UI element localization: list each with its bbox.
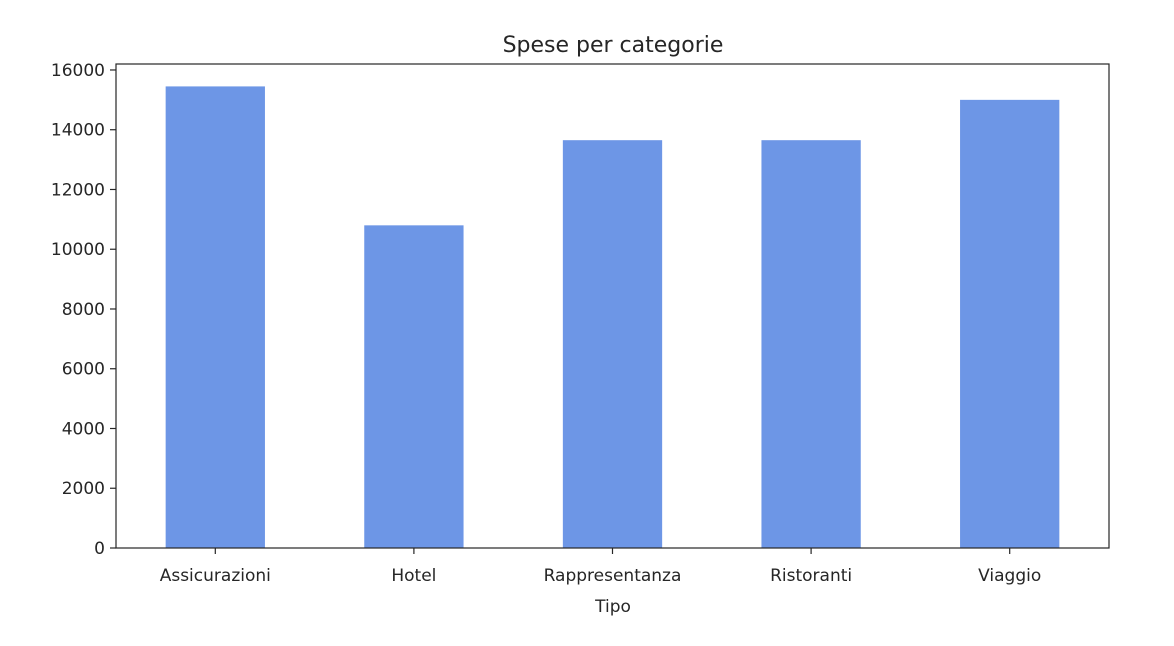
bars-layer [165,86,1060,549]
y-tick-label: 8000 [62,300,105,320]
x-tick-label: Ristoranti [770,566,852,586]
y-tick-label: 14000 [51,121,105,141]
y-tick-label: 0 [94,539,105,559]
bar-viaggio [960,99,1060,548]
y-tick-label: 16000 [51,61,105,81]
bar-hotel [364,225,464,549]
y-tick-label: 12000 [51,180,105,200]
bar-assicurazioni [165,86,265,548]
chart-title: Spese per categorie [503,33,724,58]
x-axis-label: Tipo [594,597,631,617]
y-tick-label: 10000 [51,240,105,260]
y-tick-label: 4000 [62,419,105,439]
x-axis: Assicurazioni Hotel Rappresentanza Ristoran… [160,548,1041,586]
y-tick-label: 2000 [62,479,105,499]
bar-rappresentanza [562,140,663,548]
bar-ristoranti [761,140,861,548]
x-tick-label: Hotel [391,566,436,586]
x-tick-label: Rappresentanza [544,566,682,586]
y-axis: 0 2000 4000 6000 8000 10000 12000 14000 16000 [51,61,116,559]
x-tick-label: Viaggio [978,566,1041,586]
y-tick-label: 6000 [62,360,105,380]
x-tick-label: Assicurazioni [160,566,271,586]
